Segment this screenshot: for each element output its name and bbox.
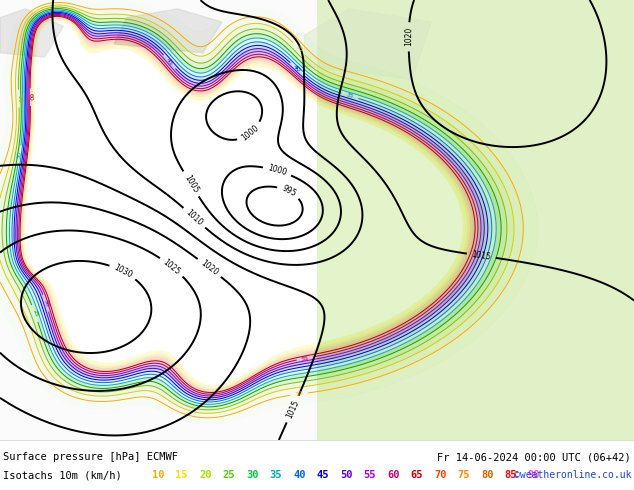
Text: 1005: 1005 (182, 173, 200, 195)
Polygon shape (114, 9, 222, 53)
Text: 25: 25 (31, 309, 39, 318)
Text: 25: 25 (223, 470, 235, 480)
Polygon shape (317, 0, 634, 440)
Text: 65: 65 (410, 470, 423, 480)
Text: 1020: 1020 (404, 27, 413, 47)
Polygon shape (304, 9, 431, 79)
Text: 60: 60 (387, 470, 399, 480)
Text: 55: 55 (363, 470, 376, 480)
Text: 50: 50 (42, 299, 49, 308)
Text: 20: 20 (16, 95, 22, 102)
Text: 35: 35 (269, 470, 282, 480)
Text: 90: 90 (528, 470, 541, 480)
Text: Surface pressure [hPa] ECMWF: Surface pressure [hPa] ECMWF (3, 452, 178, 462)
Text: 85: 85 (505, 470, 517, 480)
Text: 1015: 1015 (471, 250, 491, 262)
Text: 30: 30 (246, 470, 259, 480)
Text: 15: 15 (294, 44, 304, 53)
Text: 45: 45 (165, 57, 174, 67)
Text: 55: 55 (301, 355, 309, 362)
Text: 40: 40 (293, 470, 306, 480)
Text: Isotachs 10m (km/h): Isotachs 10m (km/h) (3, 470, 122, 480)
Text: 45: 45 (316, 470, 329, 480)
Text: 1020: 1020 (199, 258, 220, 277)
Text: 30: 30 (16, 150, 23, 159)
Text: 1000: 1000 (240, 123, 261, 143)
Text: 10: 10 (152, 470, 164, 480)
Text: 10: 10 (295, 391, 303, 397)
Text: 1015: 1015 (285, 398, 301, 420)
Text: 1000: 1000 (267, 164, 288, 178)
Text: Fr 14-06-2024 00:00 UTC (06+42): Fr 14-06-2024 00:00 UTC (06+42) (437, 452, 631, 462)
Text: 20: 20 (199, 470, 212, 480)
Text: ©weatheronline.co.uk: ©weatheronline.co.uk (514, 470, 631, 480)
Text: 75: 75 (458, 470, 470, 480)
Text: 995: 995 (280, 184, 297, 198)
Text: 70: 70 (434, 470, 446, 480)
Text: 80: 80 (481, 470, 493, 480)
Text: 40: 40 (292, 64, 301, 74)
Text: 15: 15 (176, 470, 188, 480)
Polygon shape (0, 9, 63, 57)
Text: 1030: 1030 (112, 263, 134, 280)
Text: 1010: 1010 (184, 208, 204, 228)
Text: 1025: 1025 (162, 257, 182, 276)
Text: 60: 60 (28, 93, 33, 101)
Text: 35: 35 (346, 92, 354, 99)
Text: 50: 50 (340, 470, 353, 480)
